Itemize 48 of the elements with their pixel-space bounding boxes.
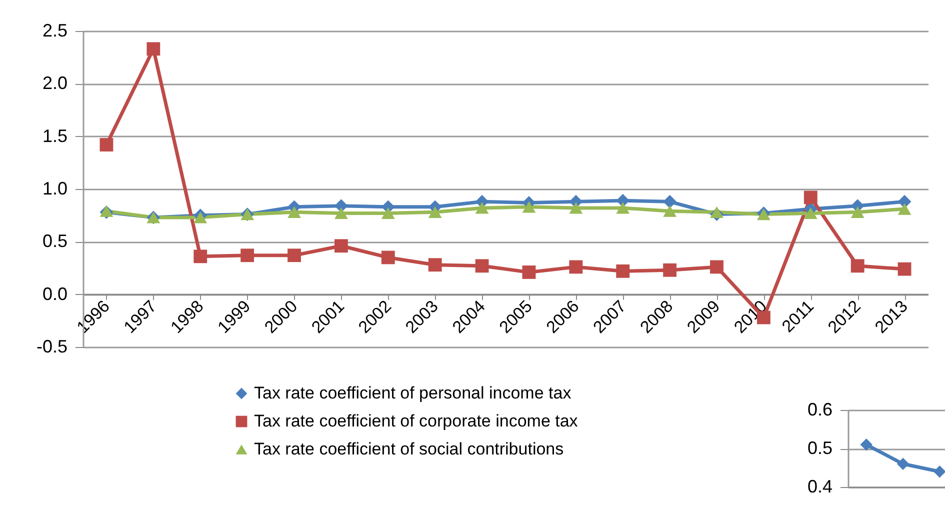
point (710, 260, 724, 274)
y-tick-label: -0.5 (36, 336, 68, 356)
point (522, 266, 536, 279)
y-tick-label: 0.5 (807, 438, 832, 458)
point (240, 248, 254, 262)
point (663, 263, 677, 277)
point (381, 207, 395, 220)
point (428, 258, 442, 272)
point (934, 465, 945, 478)
y-tick-label: 0.5 (42, 231, 68, 252)
point (334, 239, 348, 253)
point (428, 206, 442, 218)
point (616, 264, 630, 278)
y-tick-label: 1.0 (42, 178, 68, 198)
point (475, 202, 489, 214)
point (381, 250, 395, 264)
point (146, 42, 160, 56)
legend-label: Tax rate coefficient of social contributions (254, 440, 564, 458)
y-tick-label: 0.4 (807, 476, 832, 496)
y-tick-label: 2.0 (42, 73, 68, 94)
legend-label: Tax rate coefficient of corporate income tax (254, 412, 578, 430)
point (569, 260, 583, 274)
y-tick-label: 2.5 (42, 20, 68, 40)
point (616, 202, 630, 214)
point (194, 212, 208, 224)
point (288, 206, 301, 218)
point (804, 207, 818, 220)
point (898, 262, 912, 276)
y-tick-label: 0.0 (42, 284, 68, 304)
legend-label: Tax rate coefficient of personal income tax (254, 384, 572, 402)
point (896, 458, 910, 470)
point (860, 438, 872, 451)
point (100, 138, 114, 152)
point (804, 190, 818, 204)
y-tick-label: 0.6 (807, 400, 832, 420)
point (288, 248, 301, 262)
point (334, 207, 348, 220)
point (569, 202, 583, 214)
y-tick-label: 1.5 (42, 126, 68, 146)
point (522, 201, 536, 213)
point (898, 203, 912, 215)
point (663, 194, 677, 208)
point (850, 206, 864, 218)
point (475, 259, 489, 273)
point (194, 250, 208, 264)
point (663, 205, 677, 217)
point (850, 259, 864, 273)
point (710, 206, 724, 218)
